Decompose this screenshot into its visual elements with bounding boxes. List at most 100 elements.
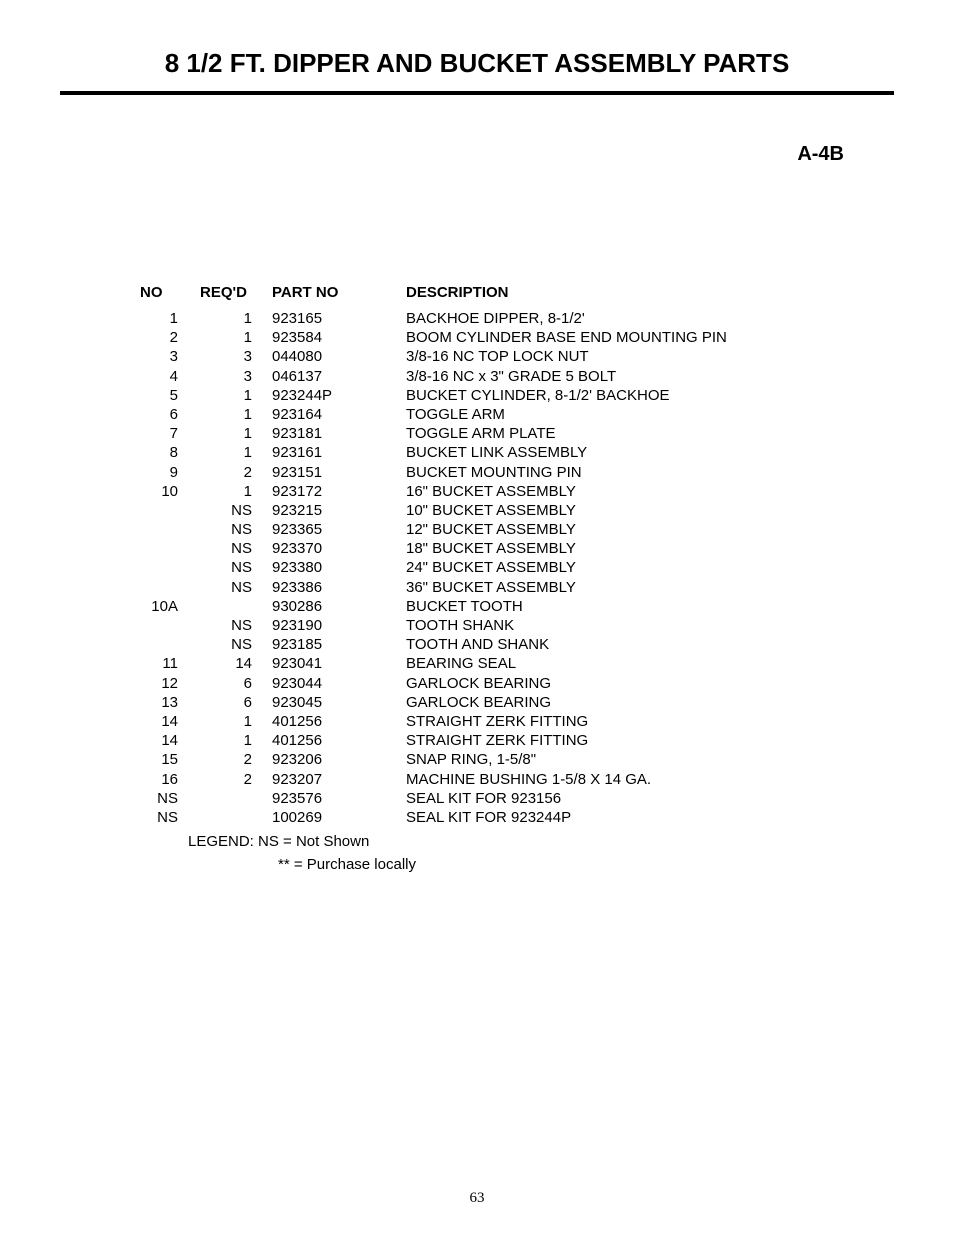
table-row: 81923161BUCKET LINK ASSEMBLY (140, 443, 727, 462)
col-header-partno: PART NO (272, 284, 406, 309)
cell-partno: 923206 (272, 750, 406, 769)
parts-table-wrap: NO REQ'D PART NO DESCRIPTION 11923165BAC… (0, 166, 954, 873)
cell-no: 14 (140, 712, 200, 731)
cell-description: MACHINE BUSHING 1-5/8 X 14 GA. (406, 770, 727, 789)
cell-reqd: 1 (200, 731, 272, 750)
cell-partno: 044080 (272, 347, 406, 366)
parts-table: NO REQ'D PART NO DESCRIPTION 11923165BAC… (140, 284, 727, 827)
cell-partno: 401256 (272, 712, 406, 731)
cell-description: BUCKET CYLINDER, 8-1/2' BACKHOE (406, 386, 727, 405)
table-row: NS 100269SEAL KIT FOR 923244P (140, 808, 727, 827)
cell-reqd (200, 789, 272, 808)
cell-partno: 923164 (272, 405, 406, 424)
cell-partno: 923215 (272, 501, 406, 520)
cell-reqd: NS (200, 635, 272, 654)
cell-description: BUCKET LINK ASSEMBLY (406, 443, 727, 462)
cell-no (140, 539, 200, 558)
cell-reqd (200, 597, 272, 616)
cell-reqd: NS (200, 501, 272, 520)
table-row: NS923185TOOTH AND SHANK (140, 635, 727, 654)
cell-description: 36" BUCKET ASSEMBLY (406, 578, 727, 597)
cell-no: 6 (140, 405, 200, 424)
cell-no: 12 (140, 674, 200, 693)
cell-no: 13 (140, 693, 200, 712)
cell-description: SEAL KIT FOR 923156 (406, 789, 727, 808)
cell-no: 4 (140, 367, 200, 386)
cell-partno: 401256 (272, 731, 406, 750)
cell-description: BUCKET MOUNTING PIN (406, 463, 727, 482)
cell-no (140, 616, 200, 635)
cell-description: 24" BUCKET ASSEMBLY (406, 558, 727, 577)
cell-partno: 923576 (272, 789, 406, 808)
table-row: 162923207MACHINE BUSHING 1-5/8 X 14 GA. (140, 770, 727, 789)
cell-partno: 923244P (272, 386, 406, 405)
cell-description: GARLOCK BEARING (406, 674, 727, 693)
cell-no: 14 (140, 731, 200, 750)
cell-partno: 923165 (272, 309, 406, 328)
cell-no: 7 (140, 424, 200, 443)
cell-partno: 923386 (272, 578, 406, 597)
cell-description: GARLOCK BEARING (406, 693, 727, 712)
table-row: 21923584BOOM CYLINDER BASE END MOUNTING … (140, 328, 727, 347)
cell-description: SNAP RING, 1-5/8" (406, 750, 727, 769)
cell-no: 9 (140, 463, 200, 482)
cell-description: 10" BUCKET ASSEMBLY (406, 501, 727, 520)
table-row: NS 923576SEAL KIT FOR 923156 (140, 789, 727, 808)
cell-partno: 046137 (272, 367, 406, 386)
table-row: 1114923041BEARING SEAL (140, 654, 727, 673)
cell-reqd: 1 (200, 405, 272, 424)
cell-description: 3/8-16 NC TOP LOCK NUT (406, 347, 727, 366)
cell-partno: 923185 (272, 635, 406, 654)
cell-description: TOOTH SHANK (406, 616, 727, 635)
cell-reqd: 2 (200, 463, 272, 482)
cell-reqd: 3 (200, 347, 272, 366)
cell-reqd: 1 (200, 482, 272, 501)
cell-description: TOGGLE ARM (406, 405, 727, 424)
cell-description: 18" BUCKET ASSEMBLY (406, 539, 727, 558)
cell-description: SEAL KIT FOR 923244P (406, 808, 727, 827)
cell-reqd: NS (200, 558, 272, 577)
cell-description: BOOM CYLINDER BASE END MOUNTING PIN (406, 328, 727, 347)
table-row: 126923044GARLOCK BEARING (140, 674, 727, 693)
cell-no (140, 558, 200, 577)
cell-description: 3/8-16 NC x 3" GRADE 5 BOLT (406, 367, 727, 386)
cell-no (140, 578, 200, 597)
table-row: NS92337018" BUCKET ASSEMBLY (140, 539, 727, 558)
cell-partno: 923045 (272, 693, 406, 712)
cell-reqd: 1 (200, 443, 272, 462)
table-row: NS92321510" BUCKET ASSEMBLY (140, 501, 727, 520)
cell-no: 10A (140, 597, 200, 616)
cell-partno: 923365 (272, 520, 406, 539)
cell-partno: 923584 (272, 328, 406, 347)
page-number: 63 (0, 1190, 954, 1207)
table-row: 330440803/8-16 NC TOP LOCK NUT (140, 347, 727, 366)
cell-reqd: NS (200, 539, 272, 558)
cell-reqd: 1 (200, 424, 272, 443)
cell-reqd: NS (200, 578, 272, 597)
cell-partno: 100269 (272, 808, 406, 827)
cell-description: BUCKET TOOTH (406, 597, 727, 616)
cell-no (140, 520, 200, 539)
cell-no: NS (140, 808, 200, 827)
table-row: 51923244PBUCKET CYLINDER, 8-1/2' BACKHOE (140, 386, 727, 405)
cell-description: TOGGLE ARM PLATE (406, 424, 727, 443)
cell-description: 16" BUCKET ASSEMBLY (406, 482, 727, 501)
cell-partno: 923380 (272, 558, 406, 577)
table-row: 430461373/8-16 NC x 3" GRADE 5 BOLT (140, 367, 727, 386)
col-header-reqd: REQ'D (200, 284, 272, 309)
cell-partno: 923161 (272, 443, 406, 462)
cell-no: 10 (140, 482, 200, 501)
cell-reqd: 3 (200, 367, 272, 386)
cell-no: NS (140, 789, 200, 808)
cell-partno: 923041 (272, 654, 406, 673)
table-row: 136923045GARLOCK BEARING (140, 693, 727, 712)
cell-no: 2 (140, 328, 200, 347)
table-row: 10A930286BUCKET TOOTH (140, 597, 727, 616)
cell-reqd: 1 (200, 309, 272, 328)
cell-reqd: 2 (200, 770, 272, 789)
cell-reqd (200, 808, 272, 827)
table-row: 92923151BUCKET MOUNTING PIN (140, 463, 727, 482)
cell-partno: 923181 (272, 424, 406, 443)
table-row: NS923190TOOTH SHANK (140, 616, 727, 635)
cell-reqd: 1 (200, 712, 272, 731)
